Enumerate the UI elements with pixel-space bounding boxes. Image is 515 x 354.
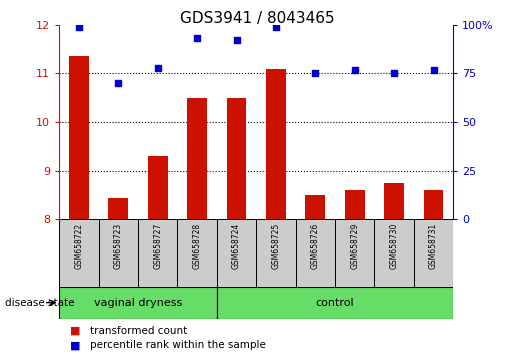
- FancyBboxPatch shape: [256, 219, 296, 287]
- Bar: [424, 190, 443, 219]
- FancyBboxPatch shape: [217, 287, 453, 319]
- Text: GSM658727: GSM658727: [153, 223, 162, 269]
- FancyBboxPatch shape: [414, 219, 453, 287]
- Bar: [227, 98, 246, 219]
- Text: percentile rank within the sample: percentile rank within the sample: [90, 340, 266, 350]
- Bar: [109, 198, 128, 219]
- Bar: [345, 190, 365, 219]
- Text: GSM658728: GSM658728: [193, 223, 201, 269]
- Point: [232, 38, 241, 43]
- Text: GSM658723: GSM658723: [114, 223, 123, 269]
- Text: GSM658731: GSM658731: [429, 223, 438, 269]
- FancyBboxPatch shape: [217, 219, 256, 287]
- Point: [351, 67, 359, 72]
- Point: [272, 24, 280, 29]
- FancyBboxPatch shape: [177, 219, 217, 287]
- FancyBboxPatch shape: [296, 219, 335, 287]
- FancyBboxPatch shape: [335, 219, 374, 287]
- Point: [75, 24, 83, 29]
- Text: GSM658726: GSM658726: [311, 223, 320, 269]
- Point: [193, 35, 201, 41]
- Text: GDS3941 / 8043465: GDS3941 / 8043465: [180, 11, 335, 25]
- Bar: [148, 156, 167, 219]
- Text: transformed count: transformed count: [90, 326, 187, 336]
- Point: [430, 67, 438, 72]
- FancyBboxPatch shape: [59, 219, 99, 287]
- Point: [114, 80, 123, 86]
- Bar: [266, 69, 286, 219]
- Bar: [187, 98, 207, 219]
- Bar: [384, 183, 404, 219]
- Text: ■: ■: [70, 326, 80, 336]
- FancyBboxPatch shape: [138, 219, 177, 287]
- Text: ■: ■: [70, 340, 80, 350]
- Text: vaginal dryness: vaginal dryness: [94, 298, 182, 308]
- FancyBboxPatch shape: [99, 219, 138, 287]
- FancyBboxPatch shape: [59, 287, 217, 319]
- Text: GSM658729: GSM658729: [350, 223, 359, 269]
- Point: [390, 70, 398, 76]
- Text: GSM658722: GSM658722: [75, 223, 83, 269]
- Text: disease state: disease state: [5, 298, 75, 308]
- Point: [153, 65, 162, 70]
- Text: control: control: [316, 298, 354, 308]
- Text: GSM658725: GSM658725: [271, 223, 280, 269]
- Bar: [305, 195, 325, 219]
- Bar: [69, 56, 89, 219]
- Text: GSM658730: GSM658730: [390, 223, 399, 269]
- FancyBboxPatch shape: [374, 219, 414, 287]
- Point: [311, 70, 319, 76]
- Text: GSM658724: GSM658724: [232, 223, 241, 269]
